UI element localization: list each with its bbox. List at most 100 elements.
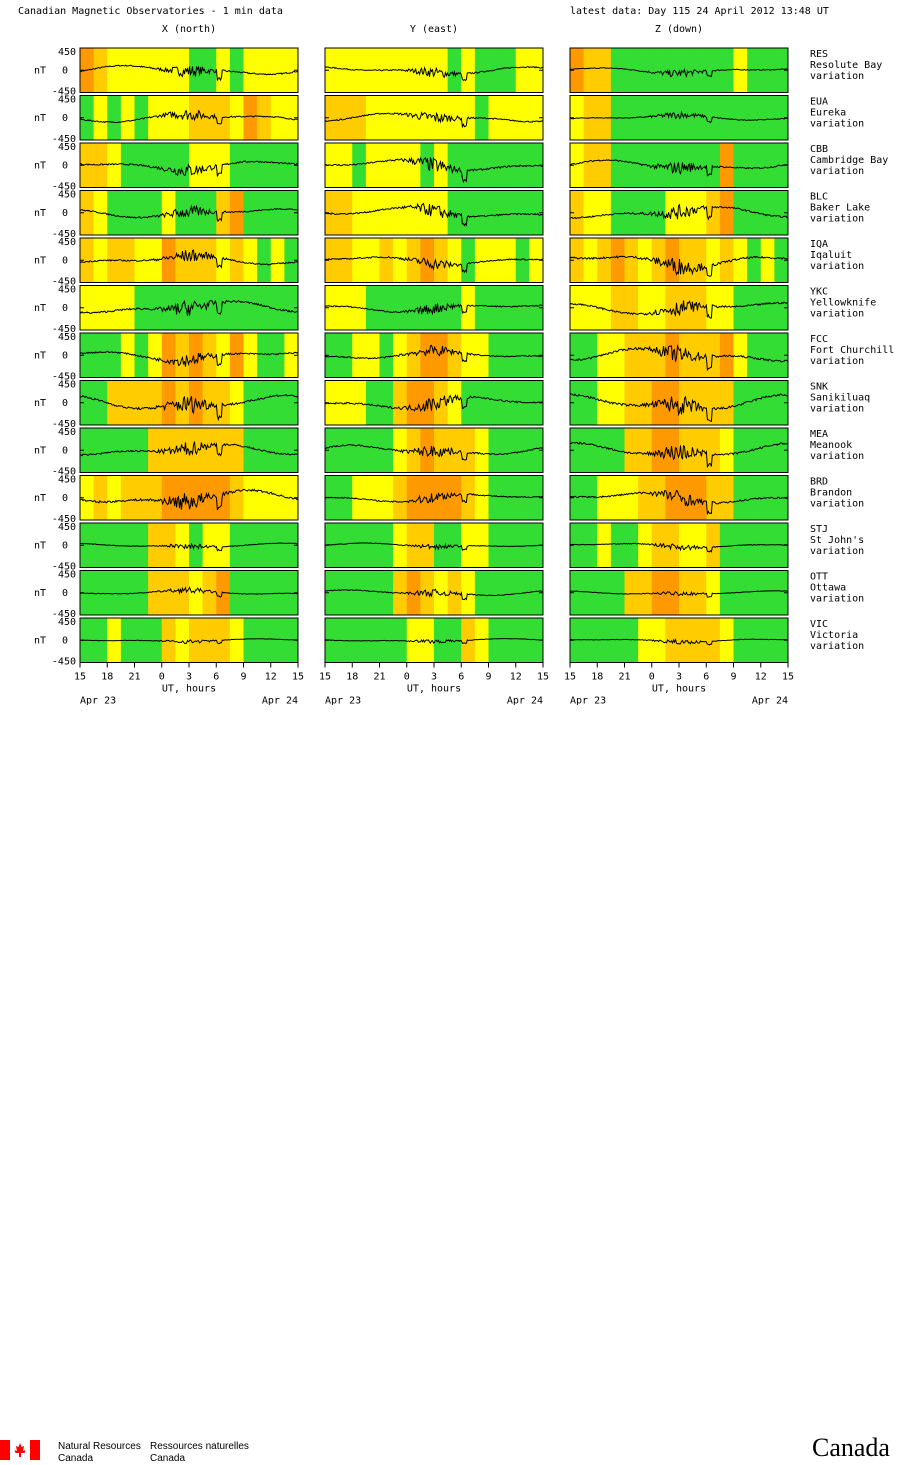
activity-band xyxy=(379,475,394,520)
ytick-450: 450 xyxy=(58,47,76,58)
activity-band xyxy=(134,380,149,425)
activity-band xyxy=(120,475,135,520)
activity-band xyxy=(474,48,489,93)
station-name: Ottawa xyxy=(810,583,846,594)
activity-band xyxy=(338,238,353,283)
ytick-0: 0 xyxy=(62,113,68,124)
activity-band xyxy=(692,48,707,93)
activity-band xyxy=(583,333,598,378)
activity-band xyxy=(257,333,272,378)
activity-band xyxy=(284,190,299,235)
station-code: STJ xyxy=(810,524,828,535)
activity-band xyxy=(583,238,598,283)
activity-band xyxy=(284,570,299,615)
ytick-450: 450 xyxy=(58,332,76,343)
activity-band xyxy=(175,570,190,615)
activity-band xyxy=(352,570,367,615)
activity-band xyxy=(474,285,489,330)
station-code: OTT xyxy=(810,572,828,583)
activity-band xyxy=(420,333,435,378)
variation-trace xyxy=(324,302,544,316)
x-tick-label: 9 xyxy=(485,672,491,683)
activity-band xyxy=(229,95,244,140)
activity-band xyxy=(706,618,721,663)
activity-band xyxy=(325,95,340,140)
activity-band xyxy=(488,190,503,235)
activity-band xyxy=(243,380,258,425)
variation-trace xyxy=(79,299,299,316)
activity-band xyxy=(624,475,639,520)
variation-trace xyxy=(570,203,789,221)
activity-band xyxy=(270,95,285,140)
activity-band xyxy=(134,95,149,140)
activity-band xyxy=(638,95,653,140)
activity-band xyxy=(651,48,666,93)
x-tick-label: 0 xyxy=(649,672,655,683)
activity-band xyxy=(107,48,122,93)
activity-band xyxy=(774,238,789,283)
activity-band xyxy=(747,238,762,283)
activity-band xyxy=(651,333,666,378)
variation-trace xyxy=(324,637,543,644)
activity-band xyxy=(583,48,598,93)
activity-band xyxy=(719,523,734,568)
activity-band xyxy=(488,428,503,473)
activity-band xyxy=(474,190,489,235)
activity-band xyxy=(583,190,598,235)
activity-band xyxy=(406,475,421,520)
x-axis-label: UT, hours xyxy=(162,684,216,695)
activity-band xyxy=(747,143,762,188)
activity-band xyxy=(502,143,517,188)
variation-trace xyxy=(79,350,299,367)
activity-band xyxy=(638,238,653,283)
activity-band xyxy=(175,523,190,568)
activity-band xyxy=(202,143,217,188)
ytick-neg450: -450 xyxy=(52,87,76,98)
ytick-450: 450 xyxy=(58,142,76,153)
activity-band xyxy=(420,285,435,330)
x-axis-label: UT, hours xyxy=(652,684,706,695)
nrcan-fr-line1: Ressources naturelles xyxy=(150,1441,249,1452)
activity-band xyxy=(570,428,585,473)
activity-band xyxy=(515,285,530,330)
activity-band xyxy=(93,285,108,330)
activity-band xyxy=(488,475,503,520)
x-tick-label: 15 xyxy=(319,672,331,683)
ytick-450: 450 xyxy=(58,617,76,628)
activity-band xyxy=(706,380,721,425)
activity-band xyxy=(706,190,721,235)
activity-band xyxy=(774,333,789,378)
activity-band xyxy=(406,570,421,615)
y-unit-label: nT xyxy=(34,113,46,124)
activity-band xyxy=(434,380,449,425)
activity-band xyxy=(651,285,666,330)
activity-band xyxy=(93,428,108,473)
activity-band xyxy=(570,285,585,330)
activity-band xyxy=(679,48,694,93)
activity-band xyxy=(202,48,217,93)
activity-band xyxy=(434,523,449,568)
activity-band xyxy=(679,475,694,520)
activity-band xyxy=(529,333,544,378)
activity-band xyxy=(502,238,517,283)
activity-band xyxy=(447,428,462,473)
activity-band xyxy=(270,570,285,615)
variation-trace xyxy=(324,202,543,227)
activity-band xyxy=(284,380,299,425)
activity-band xyxy=(243,570,258,615)
activity-band xyxy=(257,285,272,330)
activity-band xyxy=(760,618,775,663)
variation-trace xyxy=(569,542,789,553)
activity-band xyxy=(719,95,734,140)
activity-band xyxy=(365,285,380,330)
activity-band xyxy=(488,523,503,568)
ytick-neg450: -450 xyxy=(52,134,76,145)
activity-band xyxy=(747,285,762,330)
activity-band xyxy=(529,190,544,235)
activity-band xyxy=(692,523,707,568)
activity-band xyxy=(733,285,748,330)
nrcan-english: Natural Resources Canada xyxy=(58,1441,141,1465)
y-unit-label: nT xyxy=(34,540,46,551)
activity-band xyxy=(774,95,789,140)
activity-band xyxy=(747,380,762,425)
